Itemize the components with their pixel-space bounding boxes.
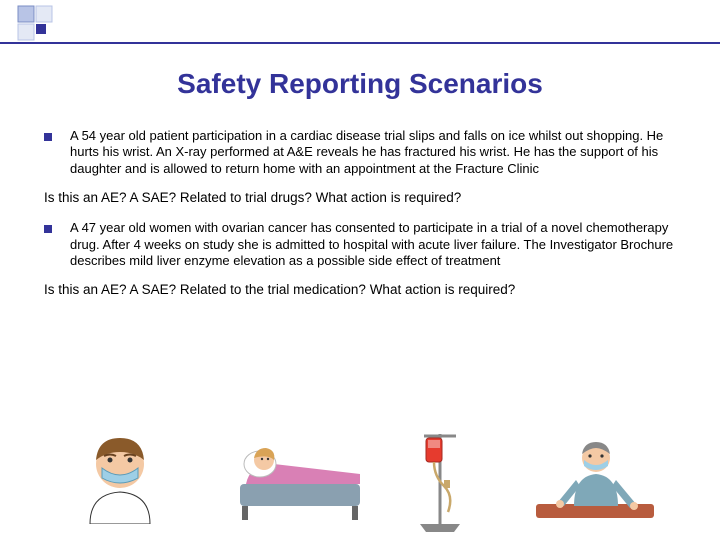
scenario-1: A 54 year old patient participation in a… [44,128,676,177]
accent-squares [0,0,80,42]
scenario-2: A 47 year old women with ovarian cancer … [44,220,676,269]
page-title: Safety Reporting Scenarios [0,68,720,100]
bullet-icon [44,225,52,233]
iv-drip-icon [400,424,480,524]
question-1: Is this an AE? A SAE? Related to trial d… [44,189,676,207]
illustration-row [60,424,660,524]
surgeon-icon [530,424,660,524]
patient-in-bed-icon [230,424,350,524]
masked-doctor-icon [60,424,180,524]
scenario-1-text: A 54 year old patient participation in a… [70,128,676,177]
question-2: Is this an AE? A SAE? Related to the tri… [44,281,676,299]
content-area: A 54 year old patient participation in a… [44,128,676,313]
header-divider [0,42,720,44]
bullet-icon [44,133,52,141]
scenario-2-text: A 47 year old women with ovarian cancer … [70,220,676,269]
header-accent [0,0,720,42]
